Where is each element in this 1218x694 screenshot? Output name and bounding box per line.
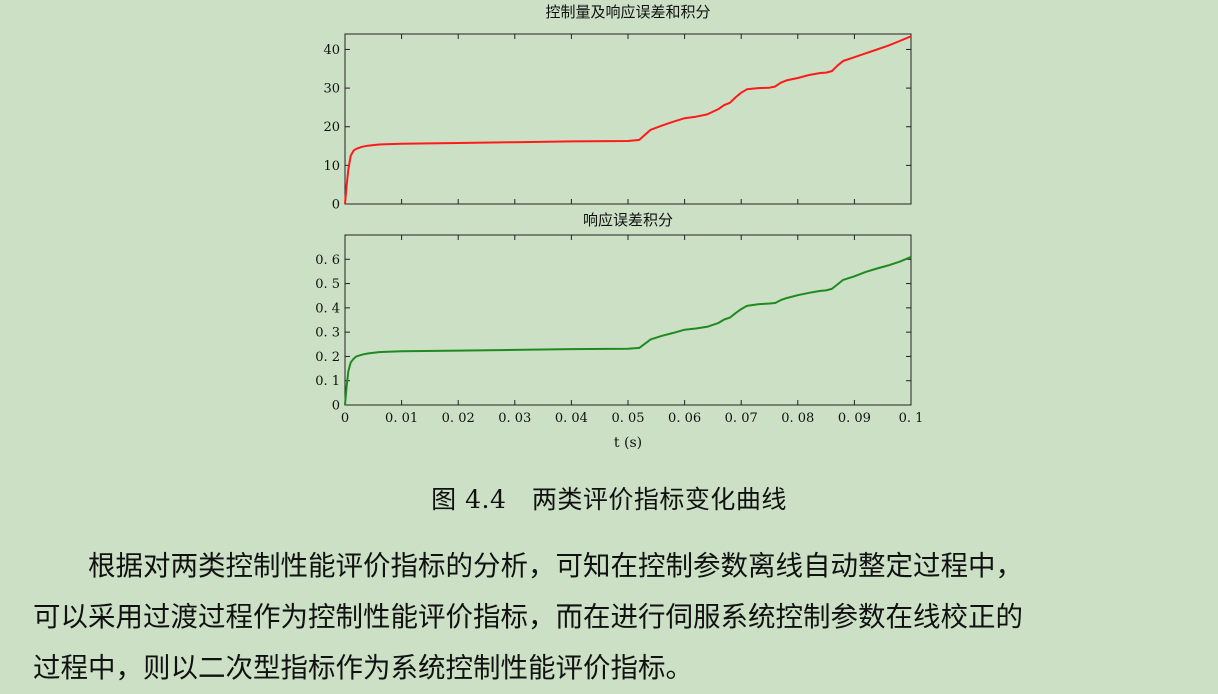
chart-1: 控制量及响应误差和积分 0 10 20 30 40 — [323, 3, 912, 213]
y-tick-label: 20 — [323, 120, 340, 135]
x-tick-label: 0. 08 — [781, 411, 814, 426]
x-tick-label: 0. 01 — [385, 411, 418, 426]
x-tick-label: 0. 03 — [498, 411, 531, 426]
y-tick-label: 0. 3 — [315, 326, 340, 341]
y-tick-label: 10 — [323, 159, 340, 174]
series-line — [344, 255, 912, 406]
x-tick-label: 0. 1 — [899, 411, 924, 426]
paragraph-line: 根据对两类控制性能评价指标的分析，可知在控制参数离线自动整定过程中， — [33, 550, 1023, 582]
x-tick-label: 0. 05 — [611, 411, 644, 426]
x-tick-label: 0. 09 — [838, 411, 871, 426]
x-tick-label: 0 — [341, 411, 349, 426]
series-line — [344, 35, 912, 205]
y-tick-label: 0. 4 — [315, 301, 340, 316]
y-tick-label: 0 — [332, 198, 340, 213]
x-tick-label: 0. 06 — [668, 411, 701, 426]
y-tick-label: 0 — [332, 399, 340, 414]
body-paragraph: 根据对两类控制性能评价指标的分析，可知在控制参数离线自动整定过程中， 可以采用过… — [33, 541, 1193, 694]
paragraph-line: 可以采用过渡过程作为控制性能评价指标，而在进行伺服系统控制参数在线校正的 — [33, 601, 1023, 633]
plot-frame — [344, 33, 912, 205]
chart-title: 控制量及响应误差和积分 — [545, 3, 710, 21]
figure-caption: 图 4.4 两类评价指标变化曲线 — [431, 485, 787, 514]
y-tick-label: 0. 5 — [315, 277, 340, 292]
figure: 控制量及响应误差和积分 0 10 20 30 40 响应误差积分 0 0. 01 0. 02 0. … — [315, 3, 923, 451]
chart-title: 响应误差积分 — [583, 211, 673, 229]
x-axis-label: t (s) — [614, 435, 642, 451]
y-tick-label: 40 — [323, 43, 340, 58]
y-tick-label: 0. 1 — [315, 374, 340, 389]
chart-2: 响应误差积分 0 0. 01 0. 02 0. 03 0. 04 0. 05 0. 06 0. … — [315, 211, 923, 451]
plot-frame — [344, 234, 912, 406]
y-tick-label: 0. 6 — [315, 253, 340, 268]
y-tick-label: 30 — [323, 82, 340, 97]
x-tick-label: 0. 02 — [442, 411, 475, 426]
x-tick-label: 0. 07 — [725, 411, 758, 426]
paragraph-line: 过程中，则以二次型指标作为系统控制性能评价指标。 — [33, 652, 693, 684]
y-tick-label: 0. 2 — [315, 350, 340, 365]
x-tick-label: 0. 04 — [555, 411, 588, 426]
